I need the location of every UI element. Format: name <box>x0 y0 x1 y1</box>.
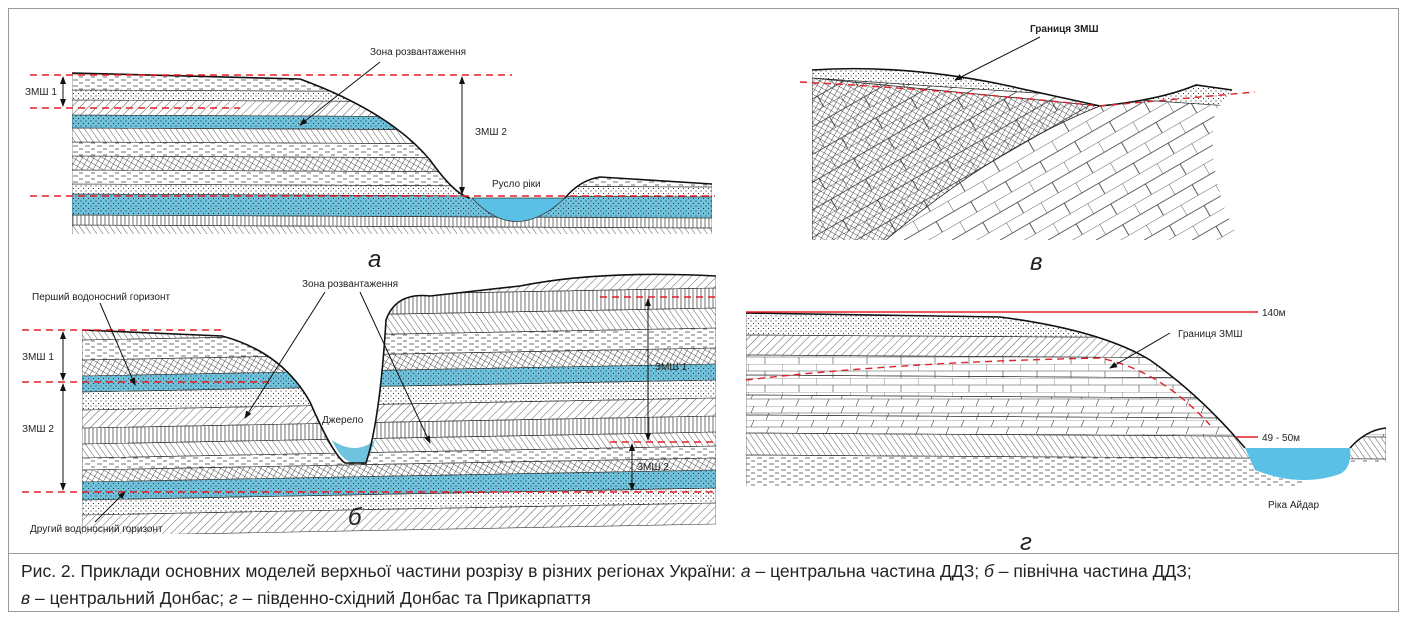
label: Другий водоносний горизонт <box>30 524 163 535</box>
caption-letter: а <box>741 561 751 581</box>
label: Зона розвантаження <box>370 47 466 58</box>
caption-text: Рис. 2. Приклади основних моделей верхнь… <box>21 561 741 581</box>
label: Джерело <box>322 415 364 426</box>
label: ЗМШ 2 <box>637 462 669 473</box>
caption-letter: г <box>229 588 238 608</box>
layer <box>746 300 1386 339</box>
panel-letter: г <box>1020 529 1032 553</box>
panel-letter: а <box>368 246 381 273</box>
label: Зона розвантаження <box>302 279 398 290</box>
caption-text: – північна частина ДДЗ; <box>994 561 1192 581</box>
arrow <box>955 37 1040 80</box>
label: 49 - 50м <box>1262 433 1300 444</box>
label: ЗМШ 2 <box>22 424 54 435</box>
layer <box>72 194 712 218</box>
label: Границя ЗМШ <box>1030 24 1099 35</box>
label: Границя ЗМШ <box>1178 329 1243 340</box>
figure: Зона розвантаження ЗМШ 1 ЗМШ 2 Русло рік… <box>0 0 1409 553</box>
label: Русло ріки <box>492 179 541 190</box>
label: ЗМШ 2 <box>475 127 507 138</box>
label: ЗМШ 1 <box>22 352 54 363</box>
caption-text: – центральний Донбас; <box>30 588 229 608</box>
layer <box>72 70 712 93</box>
label: ЗМШ 1 <box>655 362 687 373</box>
label: 140м <box>1262 308 1286 319</box>
panel-letter: в <box>1030 249 1043 276</box>
caption-text: – південно-східний Донбас та Прикарпаття <box>238 588 591 608</box>
caption-letter: б <box>984 561 994 581</box>
label: Ріка Айдар <box>1268 500 1319 511</box>
caption-text: – центральна частина ДДЗ; <box>751 561 984 581</box>
page: {"panel_a": {"letter": "а", "discharge_z… <box>0 0 1409 622</box>
label: ЗМШ 1 <box>25 87 57 98</box>
panel-letter: б <box>348 504 363 531</box>
geology-layers <box>72 60 1386 536</box>
caption-letter: в <box>21 588 30 608</box>
label: Перший водоносний горизонт <box>32 292 170 303</box>
caption: Рис. 2. Приклади основних моделей верхнь… <box>21 558 1396 612</box>
separator <box>8 553 1399 554</box>
